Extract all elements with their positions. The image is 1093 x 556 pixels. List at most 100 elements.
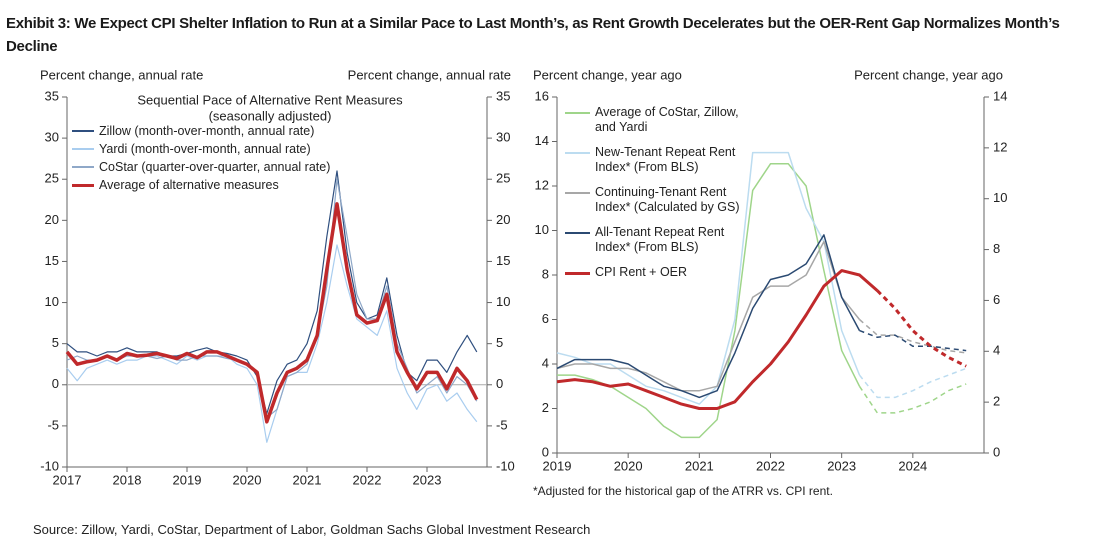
y-tick-label: 16 [535, 88, 549, 103]
y2-tick-label: 35 [496, 88, 510, 103]
x-tick-label: 2018 [113, 472, 142, 487]
y2-tick-label: 14 [993, 88, 1007, 103]
legend-swatch [565, 271, 590, 275]
series-line [876, 289, 967, 368]
legend-label: Continuing-Tenant Rent Index* (Calculate… [595, 185, 740, 214]
series-line [858, 383, 967, 414]
legend-item: Average of alternative measures [72, 176, 362, 194]
legend-item: Yardi (month-over-month, annual rate) [72, 140, 362, 158]
annotation: Sequential Pace of Alternative Rent Meas… [137, 92, 403, 107]
series-line [66, 178, 478, 419]
legend-label: Average of CoStar, Zillow, and Yardi [595, 105, 739, 134]
y2-tick-label: 12 [993, 139, 1007, 154]
y2-tick-label: 6 [993, 292, 1000, 307]
x-tick-label: 2019 [543, 458, 572, 473]
legend-label: All-Tenant Repeat Rent Index* (From BLS) [595, 225, 725, 254]
y2-tick-label: 10 [993, 190, 1007, 205]
y2-tick-label: 10 [496, 294, 510, 309]
y-tick-label: 2 [542, 400, 549, 415]
series-line [556, 240, 861, 392]
y-tick-label: 20 [45, 212, 59, 227]
series-line [66, 244, 478, 443]
y2-tick-label: 15 [496, 253, 510, 268]
legend-label: CPI Rent + OER [595, 265, 688, 279]
y-tick-label: 25 [45, 171, 59, 186]
x-tick-label: 2022 [756, 458, 785, 473]
x-tick-label: 2023 [827, 458, 856, 473]
series-line [859, 318, 967, 354]
x-tick-label: 2021 [685, 458, 714, 473]
legend-swatch [72, 148, 94, 150]
x-tick-label: 2023 [413, 472, 442, 487]
legend: Zillow (month-over-month, annual rate) Ya… [72, 122, 362, 194]
y2-tick-label: 30 [496, 130, 510, 145]
x-tick-label: 2019 [173, 472, 202, 487]
x-tick-label: 2017 [53, 472, 82, 487]
y2-axis-label: Percent change, year ago [854, 67, 1003, 82]
y2-tick-label: 5 [496, 335, 503, 350]
legend-label: New-Tenant Repeat Rent Index* (From BLS) [595, 145, 736, 174]
legend-item: All-Tenant Repeat Rent Index* (From BLS) [565, 225, 745, 255]
y2-tick-label: 0 [496, 376, 503, 391]
y-tick-label: 10 [45, 294, 59, 309]
legend-item: Zillow (month-over-month, annual rate) [72, 122, 362, 140]
annotation: (seasonally adjusted) [209, 108, 332, 123]
series-line [556, 269, 879, 410]
y-tick-label: 0 [542, 444, 549, 459]
legend-swatch [565, 231, 590, 234]
y-tick-label: 14 [535, 133, 549, 148]
y2-tick-label: 2 [993, 394, 1000, 409]
y2-tick-label: 8 [993, 241, 1000, 256]
y-tick-label: 12 [535, 177, 549, 192]
series-line [859, 329, 967, 352]
x-tick-label: 2022 [353, 472, 382, 487]
y-tick-label: -10 [40, 458, 59, 473]
y2-tick-label: 20 [496, 212, 510, 227]
y-tick-label: 10 [535, 222, 549, 237]
y-tick-label: 15 [45, 253, 59, 268]
y-tick-label: 35 [45, 88, 59, 103]
legend-item: New-Tenant Repeat Rent Index* (From BLS) [565, 145, 745, 175]
legend-item: CoStar (quarter-over-quarter, annual rat… [72, 158, 362, 176]
x-tick-label: 2020 [233, 472, 262, 487]
legend-item: Average of CoStar, Zillow, and Yardi [565, 105, 745, 135]
y-tick-label: 30 [45, 130, 59, 145]
x-tick-label: 2024 [898, 458, 927, 473]
y2-tick-label: 4 [993, 343, 1000, 358]
title: Exhibit 3: We Expect CPI Shelter Inflati… [6, 15, 1060, 55]
x-tick-label: 2020 [614, 458, 643, 473]
legend-swatch [565, 111, 590, 114]
y-axis-label: Percent change, annual rate [40, 67, 203, 82]
y2-axis-label: Percent change, annual rate [348, 67, 511, 82]
y2-tick-label: -5 [496, 417, 508, 432]
series-line [65, 202, 479, 424]
legend-label: Average of alternative measures [99, 178, 279, 192]
y2-tick-label: -10 [496, 458, 515, 473]
y-tick-label: 0 [52, 376, 59, 391]
y-tick-label: -5 [47, 417, 59, 432]
legend-swatch [565, 151, 590, 154]
series-line [556, 151, 861, 405]
legend-swatch [565, 191, 590, 194]
y2-tick-label: 0 [993, 444, 1000, 459]
source: Source: Zillow, Yardi, CoStar, Departmen… [33, 522, 591, 537]
legend: Average of CoStar, Zillow, and Yardi New-… [565, 105, 745, 290]
legend-swatch [72, 166, 94, 168]
y-tick-label: 5 [52, 335, 59, 350]
series-line [556, 234, 861, 399]
series-line [858, 367, 967, 399]
legend-swatch [72, 130, 94, 132]
footnote: *Adjusted for the historical gap of the … [533, 484, 833, 498]
y-tick-label: 8 [542, 266, 549, 281]
legend-item: CPI Rent + OER [565, 265, 745, 280]
legend-swatch [72, 184, 94, 187]
legend-label: CoStar (quarter-over-quarter, annual rat… [99, 160, 331, 174]
y-tick-label: 4 [542, 355, 549, 370]
y2-tick-label: 25 [496, 171, 510, 186]
y-tick-label: 6 [542, 311, 549, 326]
legend-item: Continuing-Tenant Rent Index* (Calculate… [565, 185, 745, 215]
x-tick-label: 2021 [293, 472, 322, 487]
legend-label: Zillow (month-over-month, annual rate) [99, 124, 315, 138]
